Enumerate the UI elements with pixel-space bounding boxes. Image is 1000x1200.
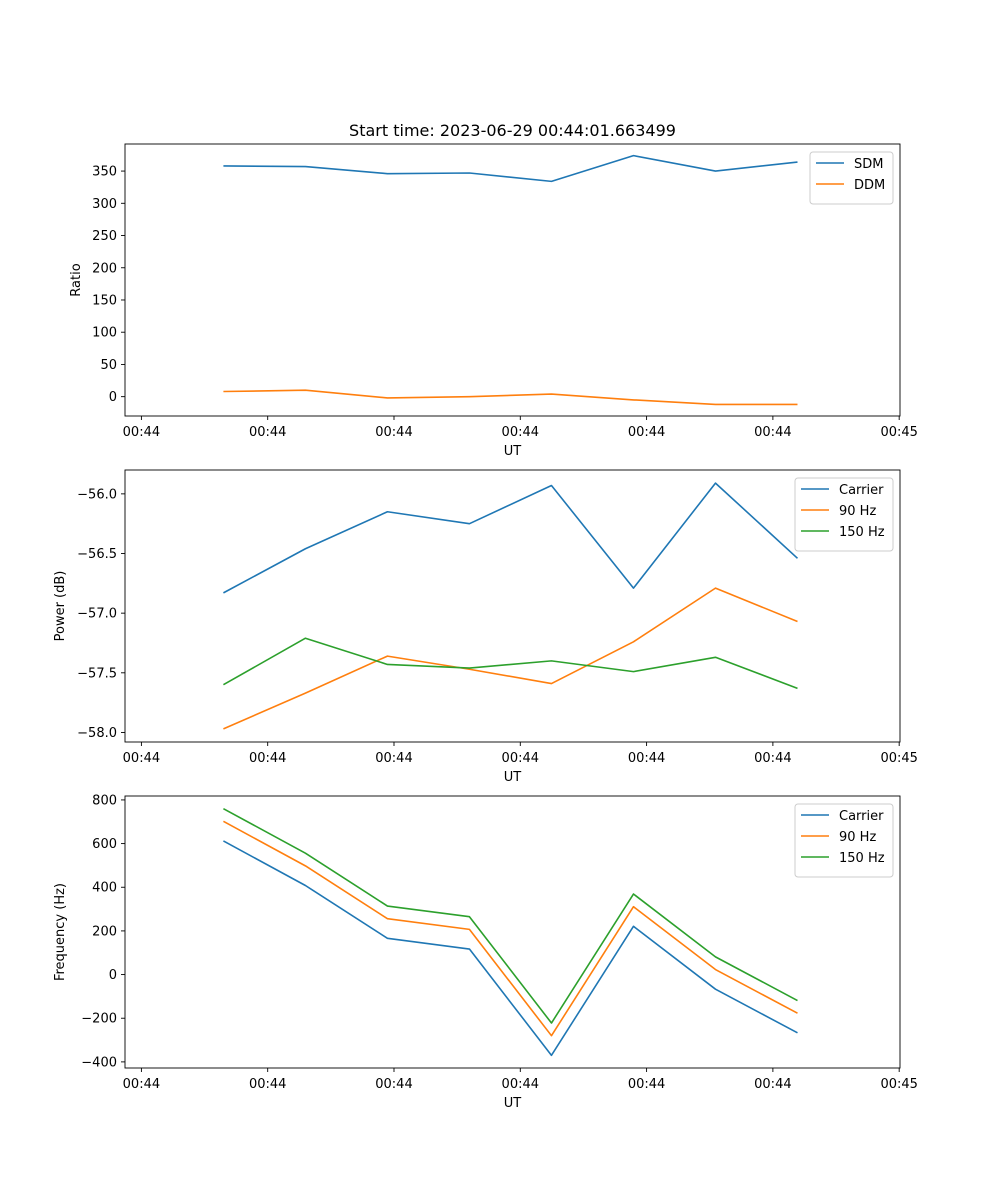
x-tick-label: 00:44 bbox=[123, 1077, 160, 1092]
legend: Carrier 90 Hz 150 Hz bbox=[794, 803, 894, 878]
legend: SDM DDM bbox=[809, 151, 894, 205]
x-tick-label: 00:44 bbox=[375, 425, 412, 440]
y-tick-label: −400 bbox=[81, 1055, 117, 1070]
y-tick-label: 600 bbox=[92, 837, 117, 852]
y-tick-label: −56.5 bbox=[77, 547, 117, 562]
legend-label: SDM bbox=[854, 157, 883, 172]
y-tick-label: −57.5 bbox=[77, 666, 117, 681]
y-tick-label: 400 bbox=[92, 881, 117, 896]
y-axis-label: Ratio bbox=[69, 263, 84, 296]
legend-box bbox=[794, 803, 894, 878]
x-tick-label: 00:45 bbox=[880, 1077, 917, 1092]
y-tick-label: 150 bbox=[92, 293, 117, 308]
y-tick-label: −56.0 bbox=[77, 487, 117, 502]
x-tick-label: 00:45 bbox=[880, 751, 917, 766]
x-tick-label: 00:44 bbox=[628, 1077, 665, 1092]
legend: Carrier 90 Hz 150 Hz bbox=[794, 477, 894, 552]
y-tick-label: 0 bbox=[109, 390, 117, 405]
legend-label: 90 Hz bbox=[839, 504, 876, 519]
chart-panel-1: 00:44 00:44 00:44 00:44 00:44 00:44 00:45 0 50 10… bbox=[69, 121, 918, 459]
x-tick-label: 00:44 bbox=[628, 751, 665, 766]
axes-frame bbox=[124, 469, 901, 743]
x-tick-label: 00:44 bbox=[249, 751, 286, 766]
series-line-90-hz bbox=[223, 820, 798, 1037]
x-tick-label: 00:45 bbox=[880, 425, 917, 440]
x-tick-label: 00:44 bbox=[249, 425, 286, 440]
x-tick-label: 00:44 bbox=[123, 425, 160, 440]
y-tick-label: 800 bbox=[92, 793, 117, 808]
y-tick-label: 200 bbox=[92, 924, 117, 939]
x-tick-label: 00:44 bbox=[375, 1077, 412, 1092]
legend-label: 150 Hz bbox=[839, 525, 885, 540]
legend-box bbox=[794, 477, 894, 552]
y-tick-label: 50 bbox=[100, 358, 117, 373]
series-line-150-hz bbox=[223, 807, 798, 1024]
chart-title: Start time: 2023-06-29 00:44:01.663499 bbox=[349, 121, 676, 140]
series-line-sdm bbox=[223, 154, 798, 183]
y-tick-label: 200 bbox=[92, 261, 117, 276]
x-tick-label: 00:44 bbox=[502, 1077, 539, 1092]
y-tick-label: −58.0 bbox=[77, 726, 117, 741]
x-axis-label: UT bbox=[504, 1096, 522, 1111]
x-tick-label: 00:44 bbox=[754, 751, 791, 766]
y-axis-label: Frequency (Hz) bbox=[53, 883, 68, 981]
y-tick-label: −57.0 bbox=[77, 607, 117, 622]
series-line-carrier bbox=[223, 840, 798, 1057]
legend-label: Carrier bbox=[839, 809, 884, 824]
y-axis-label: Power (dB) bbox=[53, 571, 68, 642]
legend-label: 90 Hz bbox=[839, 830, 876, 845]
legend-label: DDM bbox=[854, 178, 885, 193]
y-tick-label: 300 bbox=[92, 197, 117, 212]
legend-box bbox=[809, 151, 894, 205]
chart-panel-2: 00:44 00:44 00:44 00:44 00:44 00:44 00:45 −58.0… bbox=[53, 469, 918, 785]
axes-frame bbox=[124, 795, 901, 1069]
chart-panel-3: 00:44 00:44 00:44 00:44 00:44 00:44 00:45 −400 −… bbox=[53, 793, 918, 1111]
x-axis-label: UT bbox=[504, 770, 522, 785]
y-tick-label: −200 bbox=[81, 1012, 117, 1027]
series-line-carrier bbox=[223, 482, 799, 594]
x-tick-label: 00:44 bbox=[249, 1077, 286, 1092]
legend-label: Carrier bbox=[839, 483, 884, 498]
x-tick-label: 00:44 bbox=[502, 751, 539, 766]
y-tick-label: 250 bbox=[92, 229, 117, 244]
x-tick-label: 00:44 bbox=[628, 425, 665, 440]
y-tick-label: 0 bbox=[109, 968, 117, 983]
x-axis-label: UT bbox=[504, 444, 522, 459]
y-tick-label: 100 bbox=[92, 326, 117, 341]
legend-label: 150 Hz bbox=[839, 851, 885, 866]
x-tick-label: 00:44 bbox=[375, 751, 412, 766]
x-tick-label: 00:44 bbox=[123, 751, 160, 766]
x-tick-label: 00:44 bbox=[502, 425, 539, 440]
x-tick-label: 00:44 bbox=[754, 1077, 791, 1092]
series-line-ddm bbox=[223, 389, 798, 406]
y-tick-label: 350 bbox=[92, 165, 117, 180]
series-line-90-hz bbox=[223, 587, 798, 730]
series-line-150-hz bbox=[223, 637, 798, 690]
axes-frame bbox=[124, 143, 901, 417]
x-tick-label: 00:44 bbox=[754, 425, 791, 440]
